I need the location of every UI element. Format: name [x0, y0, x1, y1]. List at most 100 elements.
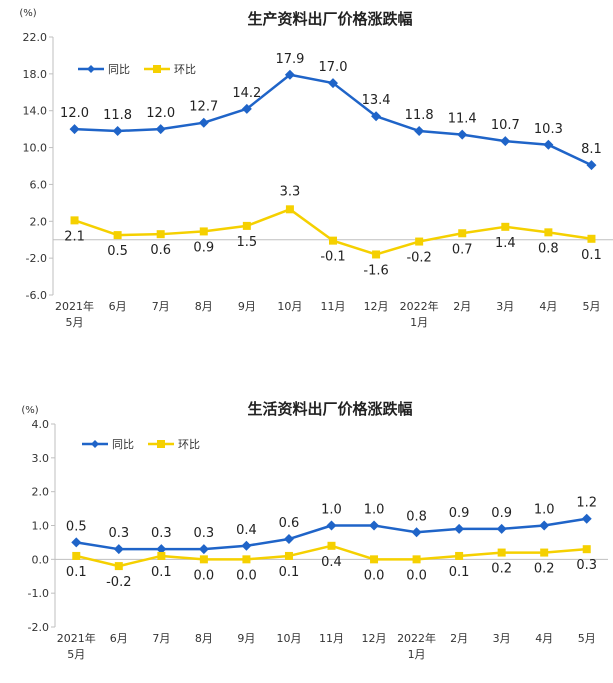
- x-tick-label: 12月: [362, 632, 387, 645]
- data-label: 0.3: [108, 526, 129, 541]
- data-label: 0.0: [406, 568, 427, 583]
- y-tick-label: 3.0: [32, 452, 50, 465]
- data-label: 0.3: [576, 558, 597, 573]
- data-label: 11.8: [405, 108, 434, 123]
- data-point-square: [284, 551, 293, 560]
- x-tick-label: 10月: [277, 300, 302, 313]
- chart-title: 生活资料出厂价格涨跌幅: [247, 400, 412, 418]
- x-tick-label: 5月: [582, 300, 600, 313]
- data-point-diamond: [328, 78, 338, 89]
- data-point-diamond: [284, 69, 295, 80]
- x-tick-label: 2022年: [400, 299, 439, 313]
- data-label: 0.1: [151, 565, 172, 580]
- data-label: 0.8: [538, 241, 559, 256]
- x-tick-label: 9月: [238, 300, 256, 313]
- data-point-diamond: [457, 129, 468, 140]
- data-label: 8.1: [581, 142, 602, 157]
- legend-label: 同比: [108, 63, 130, 76]
- data-point-diamond: [241, 103, 252, 114]
- data-point-square: [497, 548, 506, 557]
- data-point-diamond: [586, 160, 597, 171]
- data-label: 11.8: [103, 108, 132, 123]
- data-point-diamond: [326, 520, 337, 531]
- legend-marker-square: [153, 65, 161, 73]
- chart-title: 生产资料出厂价格涨跌幅: [247, 10, 412, 28]
- data-point-square: [415, 237, 424, 246]
- x-tick-label: 11月: [319, 632, 344, 645]
- data-point-diamond: [496, 523, 507, 534]
- data-label: 0.8: [406, 509, 427, 524]
- data-label: 0.3: [151, 526, 172, 541]
- y-tick-label: 4.0: [32, 418, 50, 431]
- x-tick-label: 7月: [152, 300, 170, 313]
- data-label: -0.2: [406, 251, 431, 266]
- data-label: 3.3: [280, 184, 301, 199]
- y-tick-label: 2.0: [32, 486, 50, 499]
- data-point-square: [540, 548, 549, 557]
- x-tick-label: 5月: [67, 648, 85, 661]
- y-tick-label: 2.0: [30, 215, 48, 228]
- data-label: 11.4: [448, 112, 477, 127]
- data-point-diamond: [71, 537, 82, 548]
- x-tick-label: 2021年: [57, 631, 96, 645]
- x-tick-label: 2022年: [397, 631, 436, 645]
- data-label: 0.1: [581, 248, 602, 263]
- data-point-diamond: [414, 125, 425, 136]
- y-tick-label: 18.0: [23, 68, 48, 81]
- data-point-square: [458, 229, 467, 238]
- data-label: 0.9: [491, 506, 512, 521]
- data-point-square: [157, 551, 166, 560]
- y-tick-label: 22.0: [23, 31, 48, 44]
- data-point-square: [199, 555, 208, 564]
- x-tick-label: 8月: [195, 632, 213, 645]
- data-point-diamond: [69, 124, 80, 135]
- data-point-square: [199, 227, 208, 236]
- x-tick-label: 9月: [237, 632, 255, 645]
- x-tick-label: 1月: [410, 316, 428, 329]
- data-label: 1.0: [534, 503, 555, 518]
- data-point-square: [455, 551, 464, 560]
- data-point-diamond: [369, 520, 380, 531]
- data-label: 12.7: [189, 100, 218, 115]
- data-label: 0.1: [66, 565, 87, 580]
- data-label: 0.2: [491, 562, 512, 577]
- y-tick-label: 6.0: [30, 178, 48, 191]
- y-tick-label: 0.0: [32, 553, 50, 566]
- data-label: 0.1: [279, 565, 300, 580]
- data-point-diamond: [581, 513, 592, 524]
- data-point-square: [113, 231, 122, 240]
- x-tick-label: 7月: [152, 632, 170, 645]
- x-tick-label: 4月: [535, 632, 553, 645]
- data-label: 13.4: [362, 93, 391, 108]
- data-label: -0.1: [320, 250, 345, 265]
- x-tick-label: 5月: [578, 632, 596, 645]
- x-tick-label: 2月: [453, 300, 471, 313]
- data-point-square: [412, 555, 421, 564]
- data-point-diamond: [411, 527, 422, 538]
- data-point-square: [114, 562, 123, 571]
- data-point-square: [329, 236, 337, 245]
- data-point-square: [327, 541, 336, 550]
- y-tick-label: -2.0: [28, 621, 49, 634]
- data-point-diamond: [241, 540, 252, 551]
- x-tick-label: 6月: [109, 300, 127, 313]
- data-label: 2.1: [64, 229, 85, 244]
- data-point-square: [70, 216, 79, 225]
- data-point-diamond: [198, 117, 209, 128]
- data-point-square: [285, 205, 294, 214]
- legend-label: 环比: [178, 438, 200, 451]
- x-tick-label: 2月: [450, 632, 468, 645]
- x-tick-label: 1月: [408, 648, 426, 661]
- data-label: 0.3: [194, 526, 215, 541]
- data-label: 1.0: [321, 503, 342, 518]
- data-label: 0.2: [534, 562, 555, 577]
- y-tick-label: 10.0: [23, 142, 48, 155]
- x-tick-label: 6月: [110, 632, 128, 645]
- x-tick-label: 8月: [195, 300, 213, 313]
- x-tick-label: 3月: [496, 300, 514, 313]
- data-label: -1.6: [363, 263, 388, 278]
- data-label: 0.6: [279, 516, 300, 531]
- producer-goods-chart: 生产资料出厂价格涨跌幅 (%) 22.0 18.0 14.0 10.0 6.0 2.0 -2…: [19, 8, 613, 329]
- data-point-square: [372, 250, 381, 259]
- y-tick-label: 1.0: [32, 520, 50, 533]
